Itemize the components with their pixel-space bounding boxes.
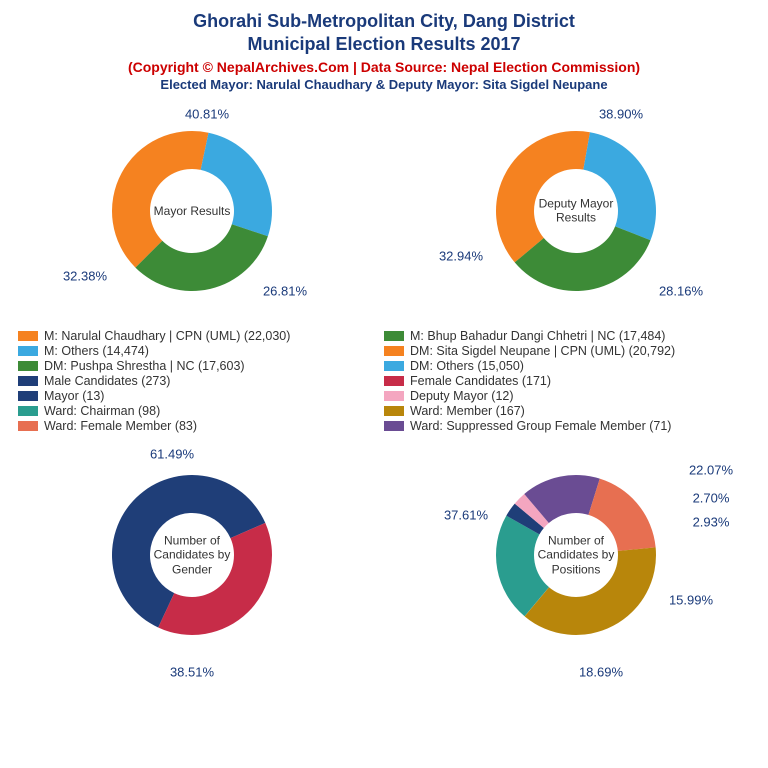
- legend-text: M: Others (14,474): [44, 344, 149, 358]
- legend-item: M: Narulal Chaudhary | CPN (UML) (22,030…: [18, 329, 384, 343]
- legend-swatch: [384, 346, 404, 356]
- gender-chart: Number of Candidates by Gender 61.49% 38.5…: [7, 440, 377, 685]
- mayor-slice: [201, 133, 272, 237]
- deputy-center-label: Deputy Mayor Results: [531, 197, 621, 226]
- legend-swatch: [384, 406, 404, 416]
- legend-text: DM: Others (15,050): [410, 359, 524, 373]
- legend-swatch: [18, 331, 38, 341]
- legend-swatch: [18, 406, 38, 416]
- legend-item: DM: Sita Sigdel Neupane | CPN (UML) (20,…: [384, 344, 750, 358]
- top-charts-row: Mayor Results 40.81% 26.81% 32.38% Deputy M…: [0, 96, 768, 326]
- legend-text: Female Candidates (171): [410, 374, 551, 388]
- legend-text: DM: Sita Sigdel Neupane | CPN (UML) (20,…: [410, 344, 675, 358]
- gender-pct-label: 61.49%: [150, 447, 194, 462]
- legend-swatch: [18, 361, 38, 371]
- legend-text: Deputy Mayor (12): [410, 389, 514, 403]
- legend-swatch: [384, 361, 404, 371]
- positions-pct-label: 15.99%: [669, 593, 713, 608]
- mayor-center-label: Mayor Results: [147, 204, 237, 218]
- copyright-line: (Copyright © NepalArchives.Com | Data So…: [0, 59, 768, 75]
- header-block: Ghorahi Sub-Metropolitan City, Dang Dist…: [0, 0, 768, 96]
- legend-text: M: Bhup Bahadur Dangi Chhetri | NC (17,4…: [410, 329, 665, 343]
- gender-center-label: Number of Candidates by Gender: [147, 533, 237, 576]
- legend-item: Ward: Member (167): [384, 404, 750, 418]
- positions-pct-label: 2.70%: [693, 491, 730, 506]
- legend-swatch: [18, 376, 38, 386]
- legend-item: DM: Others (15,050): [384, 359, 750, 373]
- legend-swatch: [18, 421, 38, 431]
- mayor-pct-label: 40.81%: [185, 107, 229, 122]
- legend-text: M: Narulal Chaudhary | CPN (UML) (22,030…: [44, 329, 290, 343]
- legend-swatch: [18, 346, 38, 356]
- positions-pct-label: 2.93%: [693, 515, 730, 530]
- legend-swatch: [384, 391, 404, 401]
- legend-item: M: Others (14,474): [18, 344, 384, 358]
- legend-item: Male Candidates (273): [18, 374, 384, 388]
- legend-swatch: [384, 376, 404, 386]
- mayor-pct-label: 32.38%: [63, 269, 107, 284]
- deputy-pct-label: 38.90%: [599, 107, 643, 122]
- positions-pct-label: 22.07%: [689, 463, 733, 478]
- legend-item: Female Candidates (171): [384, 374, 750, 388]
- legend-text: Male Candidates (273): [44, 374, 170, 388]
- legend-text: Ward: Chairman (98): [44, 404, 160, 418]
- legend-text: Mayor (13): [44, 389, 104, 403]
- legend-text: Ward: Member (167): [410, 404, 525, 418]
- legend-item: Deputy Mayor (12): [384, 389, 750, 403]
- positions-center-label: Number of Candidates by Positions: [531, 533, 621, 576]
- legend-swatch: [18, 391, 38, 401]
- elected-line: Elected Mayor: Narulal Chaudhary & Deput…: [0, 77, 768, 92]
- legend-swatch: [384, 331, 404, 341]
- legend-left-column: M: Narulal Chaudhary | CPN (UML) (22,030…: [18, 328, 384, 434]
- deputy-pct-label: 28.16%: [659, 284, 703, 299]
- title-line-2: Municipal Election Results 2017: [0, 33, 768, 56]
- legend-text: Ward: Female Member (83): [44, 419, 197, 433]
- title-line-1: Ghorahi Sub-Metropolitan City, Dang Dist…: [0, 10, 768, 33]
- positions-chart: Number of Candidates by Positions 22.07% 2…: [391, 440, 761, 685]
- legend-item: M: Bhup Bahadur Dangi Chhetri | NC (17,4…: [384, 329, 750, 343]
- deputy-pct-label: 32.94%: [439, 249, 483, 264]
- gender-pct-label: 38.51%: [170, 665, 214, 680]
- positions-pct-label: 18.69%: [579, 665, 623, 680]
- legend-swatch: [384, 421, 404, 431]
- legend-right-column: M: Bhup Bahadur Dangi Chhetri | NC (17,4…: [384, 328, 750, 434]
- legend-item: Ward: Suppressed Group Female Member (71…: [384, 419, 750, 433]
- mayor-pct-label: 26.81%: [263, 284, 307, 299]
- bottom-charts-row: Number of Candidates by Gender 61.49% 38.5…: [0, 440, 768, 685]
- positions-pct-label: 37.61%: [444, 508, 488, 523]
- legend-item: Ward: Chairman (98): [18, 404, 384, 418]
- legend-text: DM: Pushpa Shrestha | NC (17,603): [44, 359, 245, 373]
- legend-item: DM: Pushpa Shrestha | NC (17,603): [18, 359, 384, 373]
- legend-text: Ward: Suppressed Group Female Member (71…: [410, 419, 671, 433]
- deputy-mayor-chart: Deputy Mayor Results 38.90% 28.16% 32.94%: [391, 96, 761, 326]
- legend-block: M: Narulal Chaudhary | CPN (UML) (22,030…: [0, 326, 768, 440]
- mayor-chart: Mayor Results 40.81% 26.81% 32.38%: [7, 96, 377, 326]
- legend-item: Ward: Female Member (83): [18, 419, 384, 433]
- legend-item: Mayor (13): [18, 389, 384, 403]
